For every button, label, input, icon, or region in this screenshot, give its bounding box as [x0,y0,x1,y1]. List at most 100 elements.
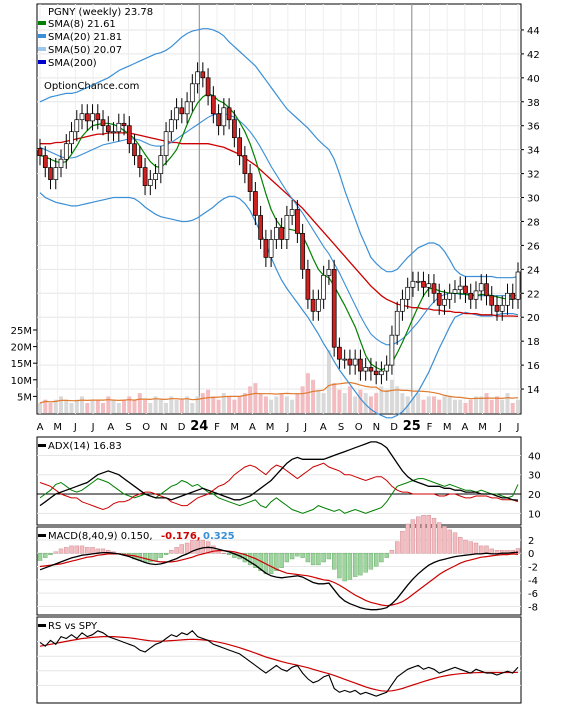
adx-tick-label: 30 [528,471,541,482]
volume-tick-label: 15M [11,359,32,370]
volume-bar [495,396,499,413]
candle-body [295,209,300,234]
volume-bar [316,389,321,413]
volume-bar [137,393,142,413]
macd-histogram-bar [268,553,274,574]
candle-body [436,292,442,306]
candle-body [373,370,379,376]
x-tick-label: S [125,422,131,433]
candle-body [253,191,258,216]
candle-body [174,107,179,121]
x-tick-label: D [178,422,186,433]
macd-panel: 2 0 -2 -4 -6 -8 MACD(8,40,9) 0.150, -0.176, 0… [36,515,538,616]
candle-body [279,227,284,240]
macd-histogram-bar [43,553,48,558]
volume-bar [237,396,242,413]
candle-body [331,269,337,348]
volume-bar [353,396,358,413]
candle-body [426,283,432,288]
adx-panel: 10 20 30 40 ADX(14) 16.83 [36,436,541,526]
legend-sma20: SMA(20) 21.81 [48,32,122,43]
x-tick-label: 25 [403,419,421,434]
volume-bar [458,399,463,413]
volume-bar [516,399,520,413]
x-tick-label: A [461,422,468,433]
candle-body [447,292,453,300]
candle-body [79,113,85,121]
volume-bar [64,399,69,413]
candle-body [163,131,169,156]
x-tick-label: A [249,422,256,433]
macd-histogram-bar [452,532,458,554]
candle-body [126,125,132,145]
volume-bar [432,396,436,413]
candle-body [379,370,384,376]
macd-histogram-bar [153,553,158,561]
macd-histogram-bar [379,553,384,563]
candle-body [221,107,227,127]
volume-average-line [39,381,519,404]
macd-histogram-bar [337,553,342,579]
x-tick-label: 24 [190,419,208,434]
candle-body [284,215,290,240]
candle-body [42,155,48,168]
candle-body [226,107,232,121]
macd-histogram-bar [221,553,227,554]
candle-body [489,295,495,306]
x-tick-label: M [443,422,452,433]
x-tick-label: F [214,422,220,433]
candle-body [389,334,395,366]
macd-tick-label: -4 [528,576,538,587]
volume-bar [384,389,389,413]
candle-body [289,209,295,216]
macd-histogram-bar [300,553,305,558]
volume-bar [337,389,342,413]
y-tick-label: 28 [527,218,540,229]
volume-bar [311,379,316,413]
candle-body [179,107,185,115]
macd-histogram-bar [211,545,216,554]
candle-body [316,298,321,312]
volume-bar [221,393,226,413]
volume-bar [258,393,263,413]
volume-bar [132,399,137,413]
macd-histogram-bar [515,548,521,554]
volume-bar [38,403,42,413]
macd-tick-label: -8 [528,602,538,613]
plus-di-line [39,478,519,514]
volume-bar [116,403,121,413]
candle-body [326,269,332,276]
volume-bar [453,399,457,413]
macd-histogram-bar [53,551,58,554]
candle-body [478,283,484,292]
macd-histogram-bar [332,553,337,570]
candle-body [142,167,148,186]
macd-histogram-bar [226,553,232,555]
macd-histogram-bar [468,541,473,554]
volume-bar [374,393,379,413]
candle-body [368,367,374,372]
macd-histogram-bar [74,545,80,554]
volume-bar [216,399,221,413]
x-tick-label: F [427,422,433,433]
macd-histogram-bar [289,553,295,560]
volume-bar [85,403,90,413]
x-tick-label: M [53,422,62,433]
candle-body [132,143,137,157]
y-tick-label: 18 [527,337,540,348]
macd-histogram-bar [437,522,442,554]
bollinger-upper-line [39,28,519,279]
y-tick-label: 32 [527,170,540,181]
candle-body [147,179,153,186]
volume-bar [59,396,63,413]
candle-body [442,298,447,306]
volume-bar [127,396,132,413]
candle-body [242,155,248,174]
x-tick-label: N [160,422,167,433]
volume-bar [185,396,190,413]
macd-histogram-bar [158,553,164,558]
volume-bar [190,403,195,413]
volume-bar [400,393,405,413]
legend-sma200: SMA(200) [48,58,97,69]
macd-histogram-bar [421,515,426,554]
